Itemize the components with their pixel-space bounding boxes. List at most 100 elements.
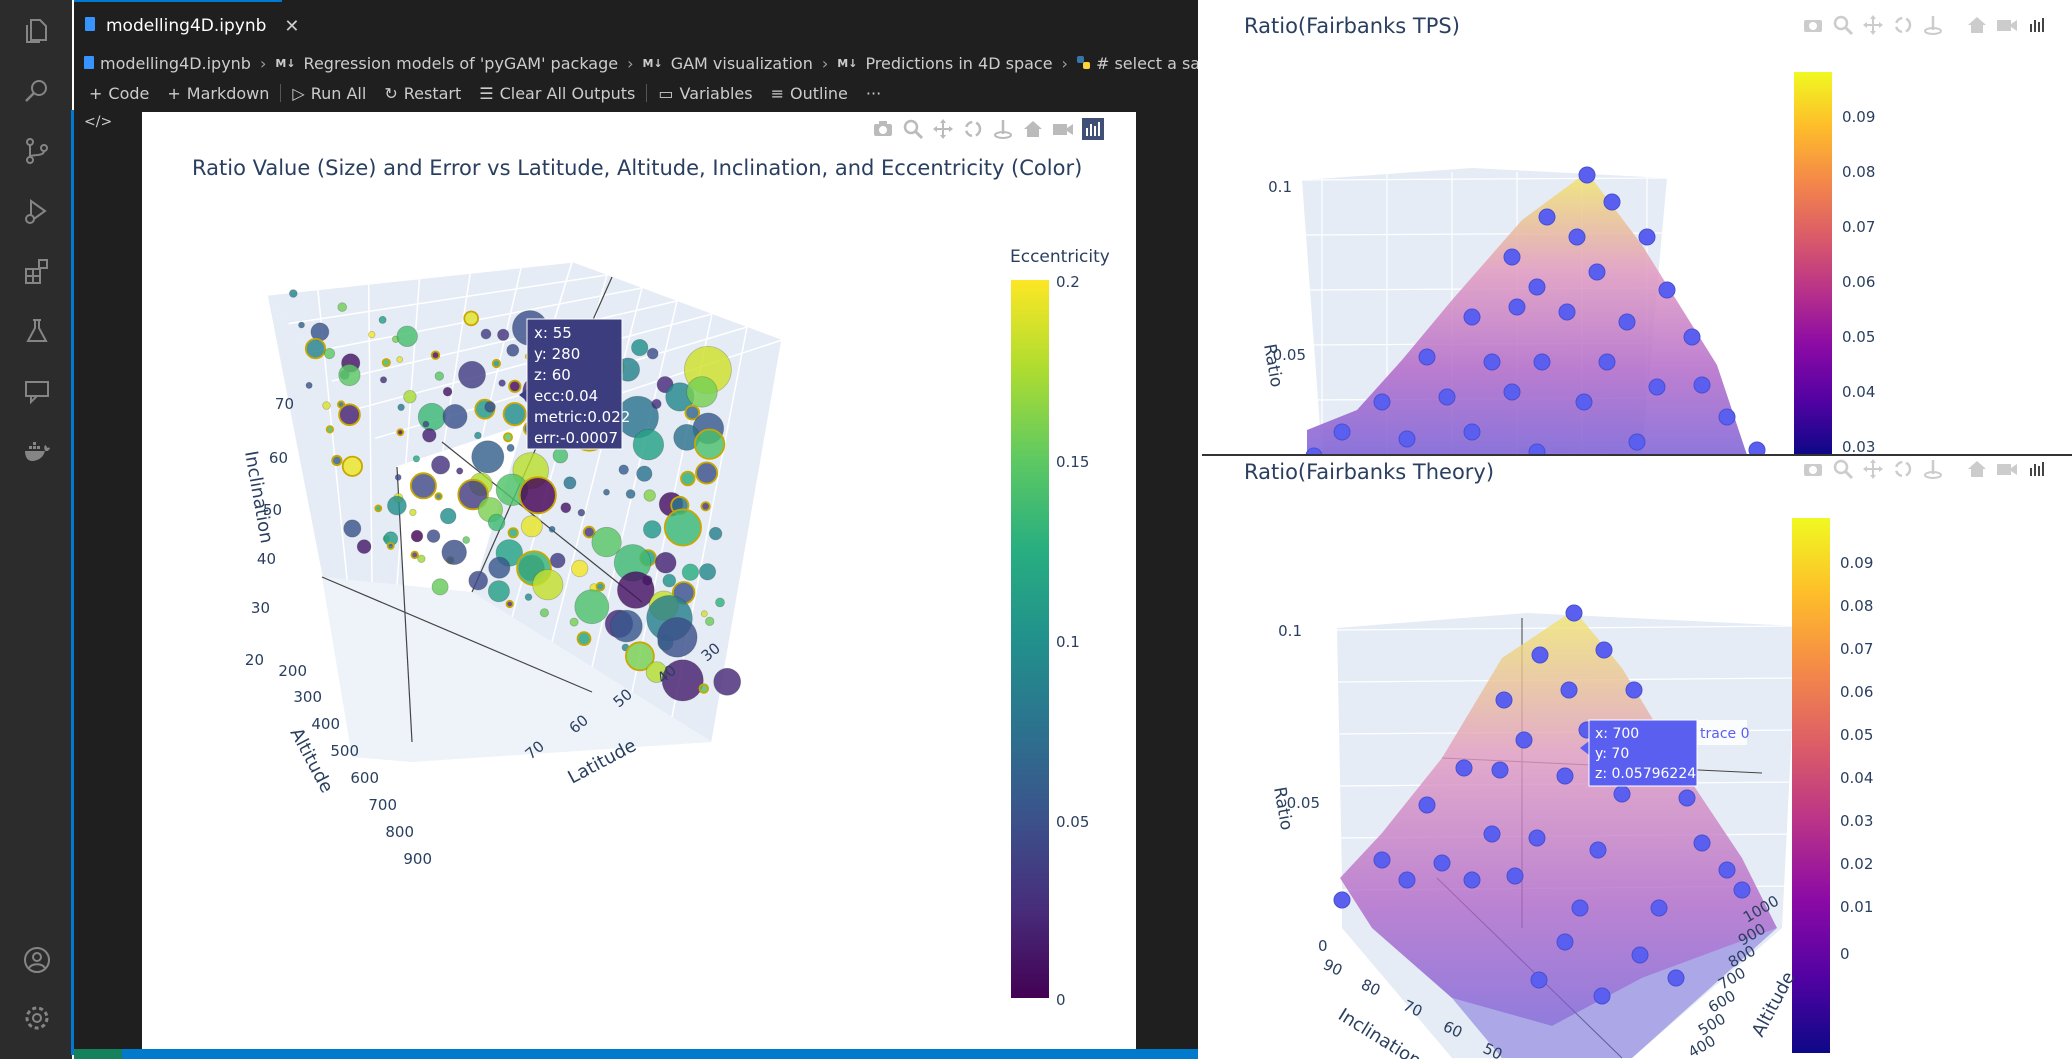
clear-all-outputs-button[interactable]: ☰ Clear All Outputs: [470, 84, 644, 103]
scatter-point: [431, 455, 451, 475]
surface-theory: [1340, 610, 1777, 1026]
run-debug-icon[interactable]: [22, 196, 52, 226]
docker-icon[interactable]: [22, 436, 52, 466]
cell-focus-indicator: [71, 110, 74, 1055]
inclination-tick-label: 0: [1318, 937, 1328, 955]
camera-icon[interactable]: [1802, 14, 1824, 36]
search-icon[interactable]: [22, 76, 52, 106]
orbit-rotate-icon[interactable]: [1892, 14, 1914, 36]
orbit-rotate-icon[interactable]: [1892, 458, 1914, 480]
add-markdown-label: Markdown: [186, 83, 270, 103]
pan-icon[interactable]: [1862, 14, 1884, 36]
video-camera-icon[interactable]: [1996, 458, 2018, 480]
modebar-gap: [1952, 14, 1958, 36]
orbit-rotate-icon[interactable]: [962, 118, 984, 140]
turntable-icon[interactable]: [992, 118, 1014, 140]
scatter-point: [410, 529, 424, 543]
video-camera-icon[interactable]: [1996, 14, 2018, 36]
pane-gap: [1198, 0, 1202, 1059]
add-code-button[interactable]: + Code: [80, 84, 158, 103]
camera-icon[interactable]: [872, 118, 894, 140]
data-point: [1528, 443, 1546, 455]
home-icon[interactable]: [1966, 458, 1988, 480]
data-point: [1650, 899, 1668, 917]
data-point: [1528, 829, 1546, 847]
inclination-tick-label: 50: [263, 501, 282, 519]
grid-line: [446, 267, 522, 590]
scatter-point: [468, 570, 489, 591]
plotly-logo-icon[interactable]: [2026, 458, 2048, 480]
plot-main-scene[interactable]: 7060504030202003004005006007008009003040…: [142, 112, 1136, 1050]
testing-icon[interactable]: [22, 316, 52, 346]
remote-indicator[interactable]: [74, 1049, 122, 1059]
zoom-icon[interactable]: [902, 118, 924, 140]
plus-icon: +: [89, 83, 103, 103]
more-actions-button[interactable]: ···: [857, 84, 890, 103]
plot-tps[interactable]: Ratio(Fairbanks TPS) 0.09 0.08 0.07 0.06 0.0…: [1202, 0, 2072, 455]
data-point: [1613, 785, 1631, 803]
chat-icon[interactable]: [22, 376, 52, 406]
breadcrumb-item-subsection[interactable]: GAM visualization: [670, 53, 813, 73]
data-point: [1463, 871, 1481, 889]
altitude-tick-label: 200: [278, 662, 307, 680]
breadcrumb-item-section[interactable]: Regression models of 'pyGAM' package: [303, 53, 619, 73]
turntable-icon[interactable]: [1922, 458, 1944, 480]
colorbar-tick-label: 0: [1840, 945, 1850, 963]
run-all-button[interactable]: ▷ Run All: [283, 84, 375, 103]
account-icon[interactable]: [22, 945, 52, 975]
altitude-tick-label: 800: [385, 823, 414, 841]
scatter-point: [569, 617, 579, 627]
add-code-label: Code: [108, 83, 150, 103]
scatter-point: [356, 539, 372, 554]
colorbar-tick-label: 0.06: [1840, 683, 1873, 701]
scatter-point: [488, 556, 511, 579]
close-icon[interactable]: ✕: [284, 15, 300, 37]
pane-divider[interactable]: [1202, 454, 2072, 456]
source-control-icon[interactable]: [22, 136, 52, 166]
tab-notebook[interactable]: modelling4D.ipynb ✕: [74, 0, 300, 50]
data-point: [1373, 393, 1391, 411]
breadcrumb-item-heading[interactable]: Predictions in 4D space: [865, 53, 1053, 73]
scatter-point: [305, 381, 313, 389]
zoom-icon[interactable]: [1832, 14, 1854, 36]
zoom-icon[interactable]: [1832, 458, 1854, 480]
plotly-logo-icon[interactable]: [2026, 14, 2048, 36]
plot-theory-scene[interactable]: 0.09 0.08 0.07 0.06 0.05 0.04 0.03 0.02 0.01 0 0.1…: [1202, 458, 2072, 1059]
home-icon[interactable]: [1966, 14, 1988, 36]
outline-button[interactable]: ≡ Outline: [762, 84, 857, 103]
plot-main[interactable]: Ratio Value (Size) and Error vs Latitude…: [142, 112, 1136, 1050]
add-markdown-button[interactable]: + Markdown: [158, 84, 278, 103]
data-point: [1530, 971, 1548, 989]
hover-tooltip-line: ecc:0.04: [534, 387, 598, 405]
home-icon[interactable]: [1022, 118, 1044, 140]
altitude-tick-label: 700: [368, 796, 397, 814]
pan-icon[interactable]: [1862, 458, 1884, 480]
scatter-point: [374, 504, 383, 513]
scatter-point: [441, 539, 467, 566]
plot-theory[interactable]: Ratio(Fairbanks Theory) 0.09 0.08 0.07 0.06…: [1202, 458, 2072, 1059]
scatter-point: [680, 470, 696, 487]
surface-tps: [1307, 172, 1747, 455]
extensions-icon[interactable]: [22, 256, 52, 286]
colorbar-tick-label: 0.04: [1840, 769, 1873, 787]
settings-icon[interactable]: [22, 1003, 52, 1033]
notebook-toolbar: + Code + Markdown ▷ Run All ↻ Restart ☰ Clear…: [80, 80, 890, 106]
video-camera-icon[interactable]: [1052, 118, 1074, 140]
inclination-tick-label: 30: [251, 599, 270, 617]
variables-button[interactable]: ▭ Variables: [649, 84, 761, 103]
breadcrumb-item-file[interactable]: modelling4D.ipynb: [100, 53, 251, 73]
scatter-point: [396, 428, 405, 437]
scatter-point: [681, 563, 700, 581]
breadcrumb-item-cell[interactable]: # select a sample of the daa: [1095, 53, 1198, 73]
turntable-icon[interactable]: [1922, 14, 1944, 36]
camera-icon[interactable]: [1802, 458, 1824, 480]
data-point: [1598, 353, 1616, 371]
plotly-logo-icon[interactable]: [1082, 118, 1104, 140]
restart-button[interactable]: ↻ Restart: [375, 84, 470, 103]
output-code-icon[interactable]: </>: [84, 114, 113, 130]
scatter-point: [379, 376, 388, 384]
explorer-icon[interactable]: [22, 16, 52, 46]
data-point: [1305, 447, 1323, 455]
pan-icon[interactable]: [932, 118, 954, 140]
